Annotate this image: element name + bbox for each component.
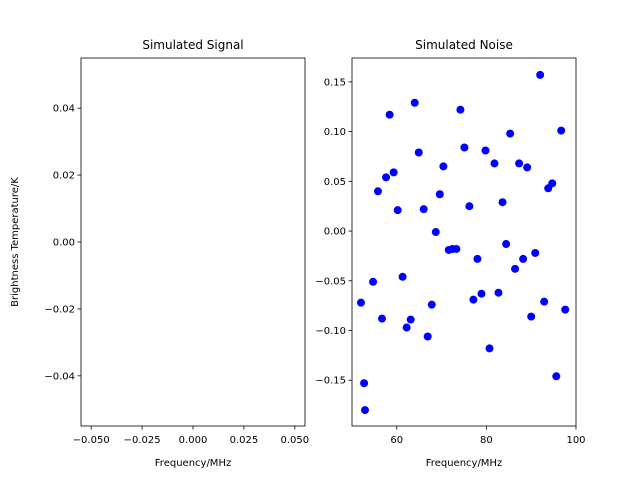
point [369,277,378,286]
point [398,272,407,281]
x-tick-label: 0.025 [230,435,259,446]
x-tick-label: 0.050 [280,435,309,446]
y-tick-label: 0.02 [53,171,75,182]
x-tick-label: 80 [480,435,493,446]
x-axis-label: Frequency/MHz [426,458,502,469]
point [485,344,494,353]
point [494,288,503,297]
point [527,312,536,321]
point [435,190,444,199]
point [414,148,423,157]
point [356,298,365,307]
point [548,179,557,188]
y-tick-label: −0.15 [315,376,346,387]
point [557,126,566,135]
point [439,162,448,171]
point [423,332,432,341]
point [393,206,402,215]
point [473,254,482,263]
point [406,315,415,324]
point [502,239,511,248]
x-tick-label: 0.000 [179,435,208,446]
point [490,159,499,168]
point [523,163,532,172]
point [360,406,369,415]
y-tick-label: −0.02 [44,304,75,315]
point [382,173,391,182]
y-tick-label: 0.15 [324,77,346,88]
point [515,159,524,168]
y-tick-label: 0.10 [324,127,346,138]
y-tick-label: 0.05 [324,177,346,188]
point [427,300,436,309]
x-tick-label: −0.025 [124,435,161,446]
point [456,105,465,114]
point [540,297,549,306]
point [511,264,520,273]
point [519,254,528,263]
point [469,295,478,304]
point [385,110,394,119]
point [552,372,561,381]
y-tick-label: −0.05 [315,276,346,287]
point [531,248,540,257]
y-tick-label: −0.10 [315,326,346,337]
y-tick-label: 0.00 [53,238,75,249]
point [536,70,545,79]
x-tick-label: −0.050 [73,435,110,446]
subplot-title: Simulated Signal [142,38,243,52]
point [373,187,382,196]
point [465,202,474,211]
point [561,305,570,314]
point [378,314,387,323]
y-tick-label: 0.00 [324,227,346,238]
point [360,379,369,388]
point [481,146,490,155]
point [477,289,486,298]
x-tick-label: 60 [390,435,403,446]
point [402,323,411,332]
point [389,168,398,177]
point [452,244,461,253]
point [498,198,507,207]
point [431,228,440,237]
y-tick-label: 0.04 [53,104,75,115]
y-tick-label: −0.04 [44,371,75,382]
subplot-title: Simulated Noise [415,38,513,52]
x-axis-label: Frequency/MHz [155,458,231,469]
point [410,98,419,107]
point [506,129,515,138]
axes-frame [351,57,577,427]
point [419,205,428,214]
point [460,143,469,152]
x-tick-label: 100 [566,435,585,446]
axes-frame [80,57,306,427]
y-axis-label: Brightness Temperature/K [10,177,21,307]
